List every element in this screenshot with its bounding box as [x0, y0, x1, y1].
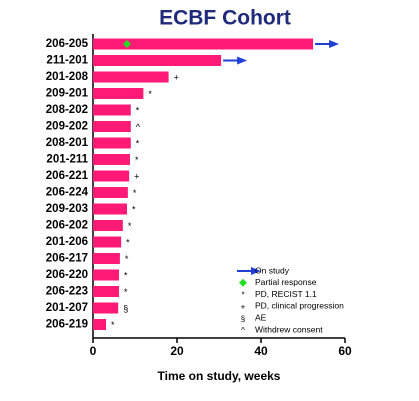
- legend-symbol: +: [241, 303, 246, 312]
- x-tick-label: 60: [338, 344, 352, 358]
- x-axis-label: Time on study, weeks: [158, 369, 281, 383]
- bar: [93, 104, 131, 116]
- legend-label: PD, RECIST 1.1: [255, 289, 317, 299]
- y-tick-label: 206-219: [46, 319, 88, 331]
- legend-label: PD, clinical progression: [255, 301, 344, 311]
- outcome-symbol: *: [132, 204, 136, 214]
- bar: [93, 220, 123, 231]
- y-tick-label: 206-217: [46, 253, 88, 265]
- y-tick-label: 201-211: [46, 154, 88, 166]
- y-tick-label: 206-221: [46, 170, 89, 182]
- y-tick-label: 209-203: [46, 203, 88, 215]
- y-tick-label: 208-201: [46, 137, 89, 149]
- y-tick-label: 206-205: [46, 38, 89, 50]
- y-tick-label: 206-223: [46, 286, 88, 298]
- outcome-symbol: *: [136, 105, 140, 115]
- y-tick-label: 209-201: [46, 88, 89, 100]
- bar: [93, 88, 144, 99]
- chart-title: ECBF Cohort: [159, 7, 291, 30]
- bar: [93, 253, 120, 264]
- y-tick-label: 201-208: [46, 71, 89, 83]
- legend-symbol: §: [241, 314, 245, 323]
- bar: [93, 236, 122, 248]
- bar: [93, 269, 120, 281]
- outcome-symbol: §: [123, 303, 128, 313]
- legend-symbol: ^: [241, 326, 245, 335]
- bar: [93, 71, 169, 83]
- outcome-symbol: *: [125, 254, 129, 264]
- bar: [93, 203, 128, 215]
- bar: [93, 154, 130, 165]
- legend-label: Partial response: [255, 277, 317, 287]
- legend-label: On study: [255, 265, 290, 275]
- y-tick-label: 206-202: [46, 220, 88, 232]
- bar: [93, 137, 131, 149]
- bar: [93, 286, 120, 297]
- on-study-arrow: [315, 40, 340, 48]
- bar: [93, 55, 222, 66]
- bar: [93, 121, 131, 132]
- outcome-symbol: +: [174, 72, 179, 82]
- y-tick-label: 206-220: [46, 269, 88, 281]
- outcome-symbol: *: [133, 188, 137, 198]
- bar: [93, 170, 130, 182]
- x-tick-label: 20: [170, 344, 184, 358]
- x-tick-label: 40: [254, 344, 268, 358]
- outcome-symbol: *: [135, 155, 139, 165]
- y-tick-label: 211-201: [46, 55, 88, 67]
- legend-symbol: *: [241, 291, 244, 300]
- outcome-symbol: *: [148, 89, 152, 99]
- outcome-symbol: *: [111, 320, 115, 330]
- legend-arrow: [237, 267, 261, 275]
- outcome-symbol: +: [134, 171, 139, 181]
- legend-diamond: [239, 278, 247, 287]
- y-tick-label: 208-202: [46, 104, 88, 116]
- bar: [93, 319, 107, 330]
- outcome-symbol: *: [136, 138, 140, 148]
- outcome-symbol: *: [124, 287, 128, 297]
- y-tick-label: 201-207: [46, 302, 88, 314]
- legend-label: Withdrew consent: [255, 324, 323, 334]
- partial-response-marker: [123, 40, 132, 48]
- x-tick-label: 0: [90, 344, 97, 358]
- bar: [93, 302, 119, 314]
- y-tick-label: 209-202: [46, 121, 88, 133]
- on-study-arrow: [223, 56, 248, 65]
- legend-label: AE: [255, 312, 267, 322]
- bar: [93, 187, 128, 198]
- y-tick-label: 201-206: [46, 236, 88, 248]
- outcome-symbol: *: [126, 237, 130, 247]
- bar: [93, 38, 314, 50]
- outcome-symbol: *: [124, 270, 128, 280]
- y-tick-label: 206-224: [46, 187, 89, 199]
- outcome-symbol: ^: [136, 122, 141, 132]
- outcome-symbol: *: [128, 221, 132, 231]
